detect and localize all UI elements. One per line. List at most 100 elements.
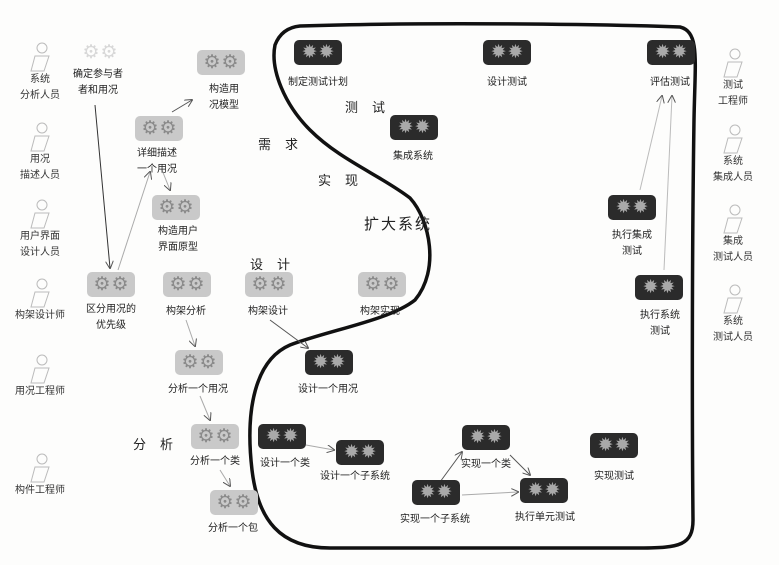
activity-detail-usecase: ⚙ ⚙	[135, 116, 183, 141]
activity-evaluate-test: ✹ ✹	[647, 40, 695, 65]
arrow	[461, 492, 518, 495]
worker-icon	[723, 124, 743, 154]
activity-implement-test: ✹ ✹	[590, 433, 638, 458]
arrow	[185, 319, 195, 346]
gear-icon: ⚙	[216, 491, 234, 513]
gear-icon: ⚙	[215, 425, 233, 447]
gear-icon: ⚙	[269, 273, 287, 295]
arrow	[509, 454, 530, 475]
activity-analyze-class: ⚙ ⚙	[191, 424, 239, 449]
role-architect: 构架设计师	[0, 278, 80, 324]
worker-icon	[30, 278, 50, 308]
activity-structure-usecase-model: ⚙ ⚙	[197, 50, 245, 75]
activity-label: 构架分析	[166, 306, 206, 317]
activity-label: 构造用 况模型	[209, 84, 239, 111]
gear-icon: ✹	[614, 434, 631, 456]
gear-icon: ✹	[436, 481, 453, 503]
activity-analyze-usecase: ⚙ ⚙	[175, 350, 223, 375]
arrow	[663, 96, 672, 271]
worker-icon	[30, 453, 50, 483]
activity-label: 实现一个类	[461, 459, 511, 470]
worker-icon	[30, 122, 50, 152]
arrow	[94, 104, 110, 268]
arrow	[117, 172, 150, 271]
worker-icon	[30, 199, 50, 229]
arrow	[639, 96, 662, 191]
gear-icon: ⚙	[199, 351, 217, 373]
activity-system-test: ✹ ✹	[635, 275, 683, 300]
worker-icon	[723, 48, 743, 78]
role-system-tester: 系统 测试人员	[693, 284, 773, 346]
activity-architectural-design: ⚙ ⚙	[245, 272, 293, 297]
activity-architectural-implementation: ⚙ ⚙	[358, 272, 406, 297]
activity-label: 执行单元测试	[515, 512, 575, 523]
gear-icon: ✹	[312, 351, 329, 373]
activity-unit-test: ✹ ✹	[520, 478, 568, 503]
gear-icon: ✹	[329, 351, 346, 373]
gear-icon: ⚙	[159, 117, 177, 139]
activity-label: 构架实现	[360, 306, 400, 317]
gear-icon: ✹	[265, 425, 282, 447]
activity-label: 分析一个用况	[168, 384, 228, 395]
activity-implement-subsystem: ✹ ✹	[412, 480, 460, 505]
gear-icon: ✹	[597, 434, 614, 456]
activity-label: 设计测试	[487, 77, 527, 88]
gear-icon: ⚙	[203, 51, 221, 73]
activity-label: 区分用况的 优先级	[86, 304, 136, 331]
activity-label: 执行集成 测试	[612, 230, 652, 257]
activity-label: 实现一个子系统	[400, 514, 470, 525]
gear-icon: ✹	[490, 41, 507, 63]
role-system-integrator: 系统 集成人员	[693, 124, 773, 186]
activity-label: 评估测试	[650, 77, 690, 88]
activity-label: 设计一个用况	[298, 384, 358, 395]
role-usecase-engineer: 用况工程师	[0, 354, 80, 400]
arrow	[219, 469, 230, 486]
activity-label: 分析一个包	[208, 523, 258, 534]
gear-icon: ⚙	[364, 273, 382, 295]
activity-design-subsystem: ✹ ✹	[336, 440, 384, 465]
gear-icon: ⚙	[176, 196, 194, 218]
role-component-engineer: 构件工程师	[0, 453, 80, 499]
gear-icon: ✹	[414, 116, 431, 138]
activity-prioritize-usecases: ⚙ ⚙	[87, 272, 135, 297]
activity-label: 集成系统	[393, 151, 433, 162]
gear-icon: ✹	[301, 41, 318, 63]
role-test-engineer: 测试 工程师	[693, 48, 773, 110]
phase-design: 设计	[250, 258, 305, 273]
arrow	[439, 452, 462, 483]
gear-icon: ✹	[419, 481, 436, 503]
activity-integrate-system: ✹ ✹	[390, 115, 438, 140]
phase-requirements: 需求	[258, 138, 313, 153]
arrow	[199, 395, 210, 420]
gear-icon: ✹	[397, 116, 414, 138]
gear-icon: ✹	[654, 41, 671, 63]
activity-label: 制定测试计划	[288, 77, 348, 88]
gear-icon: ✹	[632, 196, 649, 218]
activity-design-test: ✹ ✹	[483, 40, 531, 65]
gear-icon: ✹	[527, 479, 544, 501]
activity-prototype-ui: ⚙ ⚙	[152, 195, 200, 220]
arrow	[171, 100, 192, 113]
activity-integration-test: ✹ ✹	[608, 195, 656, 220]
activity-label: 构造用户 界面原型	[158, 226, 198, 253]
worker-icon	[30, 354, 50, 384]
activity-implement-class: ✹ ✹	[462, 425, 510, 450]
arrow	[305, 444, 334, 450]
activity-label: 执行系统 测试	[640, 310, 680, 337]
phase-analysis: 分析	[133, 438, 188, 453]
gear-icon: ✹	[486, 426, 503, 448]
gear-icon: ✹	[659, 276, 676, 298]
gear-icon: ✹	[544, 479, 561, 501]
gear-icon: ✹	[282, 425, 299, 447]
gear-icon: ✹	[469, 426, 486, 448]
activity-label: 分析一个类	[190, 456, 240, 467]
activity-plan-test: ✹ ✹	[294, 40, 342, 65]
activity-design-usecase: ✹ ✹	[305, 350, 353, 375]
arrow	[161, 169, 170, 190]
activity-label: 设计一个子系统	[320, 471, 390, 482]
gear-icon: ✹	[507, 41, 524, 63]
gear-icon: ✹	[318, 41, 335, 63]
activity-analyze-package: ⚙ ⚙	[210, 490, 258, 515]
gear-icon: ⚙	[234, 491, 252, 513]
